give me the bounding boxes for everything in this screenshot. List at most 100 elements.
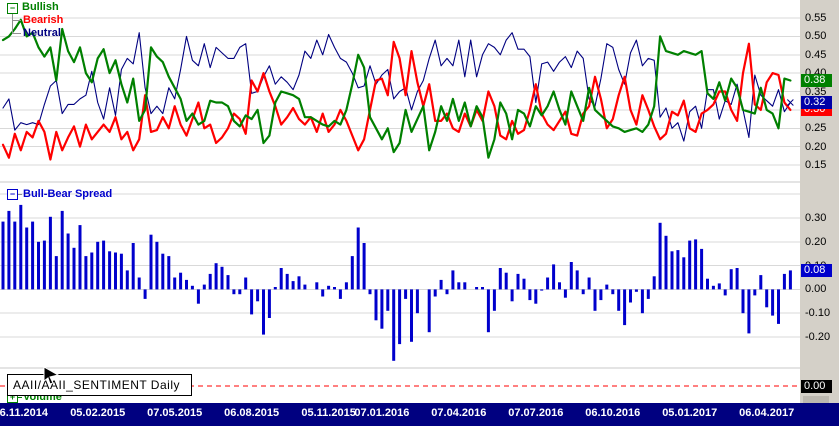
spread-bar [190,285,194,290]
axis-tick-label: 0.25 [805,122,827,135]
spread-bar [634,289,638,292]
spread-bar [664,235,668,290]
legend-neutral: Neutral [23,27,61,39]
spread-bar [149,234,153,290]
date-tick-label: 06.10.2016 [585,407,641,419]
spread-bar [771,289,775,316]
right-axis-gutter [800,0,839,403]
spread-bar [291,281,295,290]
spread-bar [7,210,11,290]
spread-bar [504,272,508,290]
axis-tick-label: 0.35 [805,85,827,98]
spread-bar [161,253,165,290]
spread-bar [279,268,283,290]
spread-bar [90,252,94,290]
legend-tree-line [12,14,13,34]
bullish-line [1,18,792,159]
spread-bar [410,289,413,342]
neutral-value-badge: 0.32 [801,96,832,109]
spread-bar [646,289,650,299]
spread-value-badge: 0.08 [801,264,832,277]
spread-bar [587,277,591,290]
volume-value-badge: 0.00 [801,380,832,393]
spread-bar [232,289,236,295]
axis-tick-label: 0.55 [805,12,827,24]
spread-bar [48,216,52,290]
axis-tick-label: 0.50 [805,30,827,43]
spread-bar [185,279,188,290]
spread-bar [569,262,573,290]
spread-bar [143,289,147,299]
spread-bar [605,284,609,290]
spread-bar [688,240,692,290]
spread-bar [202,284,206,290]
spread-bar [451,270,455,290]
axis-tick-label: 0.20 [805,235,827,248]
collapse-sentiment-toggle[interactable]: − [7,3,18,14]
symbol-tooltip: AAII/AAII_SENTIMENT Daily [7,374,192,396]
date-tick-label: 05.02.2015 [70,407,126,419]
spread-bar [356,227,360,290]
spread-bar [31,221,35,290]
spread-bar [131,243,135,290]
spread-bar [729,269,733,290]
spread-bar [481,287,484,290]
spread-bar [753,289,757,296]
spread-bar [262,289,265,335]
spread-bar [315,282,319,290]
neutral-line [2,32,791,142]
spread-bar [723,289,727,296]
spread-bar [344,282,348,290]
spread-bar [433,289,437,297]
spread-bar [747,289,751,334]
spread-bar [415,289,419,314]
spread-bar [208,273,212,290]
spread-bar [179,272,183,290]
date-axis-bar[interactable]: 06.11.2014 05.02.2015 07.05.2015 06.08.2015… [0,403,839,426]
spread-bar [25,227,29,290]
spread-bar [706,278,709,290]
spread-bar [658,222,662,290]
spread-bar [167,256,171,290]
spread-bar [398,289,402,345]
volume-tree-stub [18,397,22,398]
axis-tick-label: 0.45 [805,48,827,61]
spread-bar [386,289,390,311]
gutter-notch [803,396,829,403]
spread-bar [256,289,260,302]
spread-bar [362,243,366,290]
spread-bar [457,282,461,290]
axis-tick-label: -0.20 [805,331,831,343]
spread-bar [244,277,248,290]
spread-bar [552,264,556,290]
spread-bar [534,289,538,304]
collapse-spread-toggle[interactable]: − [7,189,18,200]
spread-bar [285,273,289,290]
spread-bar [42,240,46,290]
spread-bar [593,289,597,311]
spread-bar [392,289,396,361]
spread-bar [173,277,177,290]
spread-bar [226,275,230,290]
spread-bar [445,289,449,295]
spread-bar [102,240,106,290]
spread-bar [439,279,443,290]
spread-bar [238,289,242,295]
bullish-value-badge: 0.38 [801,74,832,87]
spread-bar [96,241,100,290]
spread-bar [528,289,532,301]
spread-bar [404,289,408,299]
spread-bar [374,289,378,321]
spread-bar [563,289,567,298]
spread-bar [735,268,739,290]
spread-bar [13,221,17,290]
spread-bar [475,287,479,290]
spread-bar [717,283,721,290]
spread-bar [350,256,354,290]
date-tick-label: 05.11.2015 [301,407,356,419]
date-tick-label: 07.01.2016 [354,407,410,419]
spread-bar [629,289,632,303]
spread-bar [759,275,763,290]
spread-bar [498,268,502,290]
